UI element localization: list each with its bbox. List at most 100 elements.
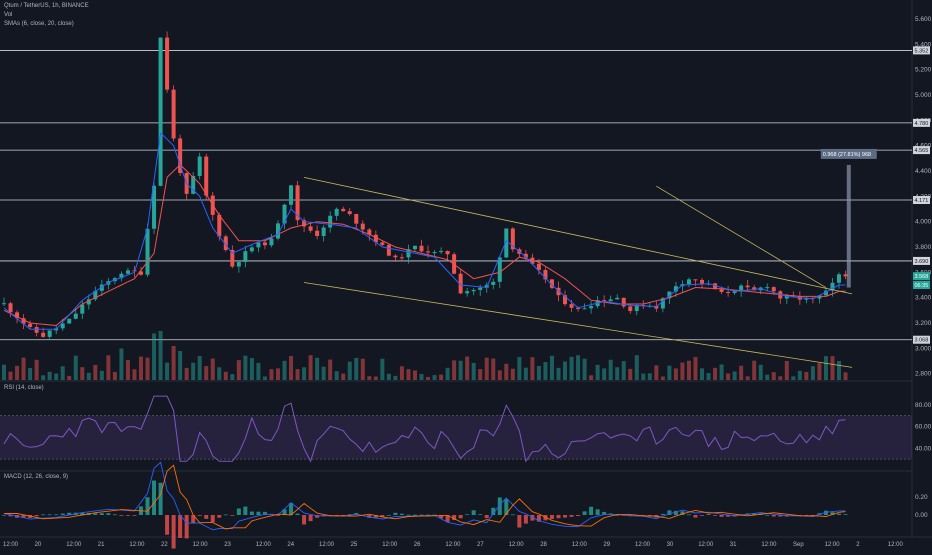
macd-histogram-bar (8, 515, 13, 517)
volume-bar (73, 355, 78, 380)
volume-bar (484, 357, 489, 380)
rsi-band (0, 415, 912, 460)
macd-histogram-bar (576, 515, 581, 517)
macd-histogram-bar (210, 515, 215, 523)
volume-bar (732, 371, 737, 380)
candle-body (393, 255, 398, 258)
volume-bar (510, 368, 515, 380)
candle-body (302, 220, 307, 227)
time-tick-label: 12:00 (382, 542, 398, 548)
macd-histogram-bar (693, 515, 698, 518)
rsi-tick-label: 80.00 (915, 402, 932, 409)
candle-body (556, 287, 561, 296)
candle-body (41, 332, 46, 337)
time-tick-label: 21 (98, 542, 105, 548)
candle-body (308, 226, 313, 231)
candle-body (608, 299, 613, 302)
current-price-label: 3.568 (915, 274, 929, 280)
volume-bar (328, 359, 333, 380)
macd-histogram-bar (106, 513, 111, 515)
volume-bar (158, 331, 163, 380)
volume-bar (106, 355, 111, 380)
volume-bar (380, 358, 385, 380)
volume-bar (713, 367, 718, 380)
volume-bar (419, 373, 424, 380)
volume-bar (347, 361, 352, 380)
candle-body (589, 306, 594, 309)
volume-bar (262, 376, 267, 380)
volume-bar (334, 371, 339, 380)
macd-histogram-bar (282, 509, 287, 515)
volume-bar (700, 368, 705, 380)
trendline (656, 185, 827, 288)
macd-histogram-bar (765, 514, 770, 516)
volume-bar (660, 376, 665, 380)
candle-body (249, 247, 254, 252)
time-tick-label: 12:00 (888, 542, 904, 548)
volume-bar (576, 355, 581, 380)
volume-bar (197, 356, 202, 380)
rsi-tick-label: 40.00 (915, 445, 932, 452)
candle-body (315, 230, 320, 236)
candle-body (243, 251, 248, 262)
level-tag-label: 5.352 (915, 48, 929, 54)
candle-body (328, 215, 333, 228)
macd-histogram-bar (399, 513, 404, 515)
candle-body (713, 283, 718, 290)
time-tick-label: 23 (224, 542, 231, 548)
volume-bar (517, 357, 522, 380)
volume-bar (445, 367, 450, 380)
macd-histogram-bar (830, 512, 835, 515)
candle-body (119, 273, 124, 279)
candle-body (471, 289, 476, 292)
volume-bar (145, 357, 150, 380)
macd-histogram-bar (569, 515, 574, 517)
candle-body (28, 323, 33, 328)
price-tick-label: 2.800 (915, 371, 932, 378)
macd-histogram-bar (204, 515, 209, 519)
candle-body (99, 284, 104, 291)
macd-histogram-bar (406, 514, 411, 516)
volume-bar (54, 373, 59, 380)
candle-body (34, 327, 39, 333)
time-tick-label: 12:00 (193, 542, 209, 548)
macd-histogram-bar (497, 497, 502, 515)
candle-body (563, 295, 568, 305)
level-tag-label: 3.690 (915, 259, 929, 265)
sma-slow-line (3, 164, 846, 327)
candle-body (15, 312, 20, 319)
volume-bar (478, 369, 483, 380)
candle-body (354, 214, 359, 224)
volume-bar (628, 368, 633, 380)
macd-histogram-bar (465, 514, 470, 516)
volume-bar (367, 376, 372, 380)
rsi-line (3, 395, 846, 463)
volume-bar (804, 371, 809, 380)
volume-bar (8, 371, 13, 380)
time-tick-label: 22 (161, 542, 168, 548)
volume-bar (530, 357, 535, 380)
volume-bar (771, 372, 776, 380)
macd-histogram-bar (67, 512, 72, 515)
macd-histogram-bar (347, 514, 352, 516)
macd-histogram-bar (563, 515, 568, 518)
candle-body (634, 305, 639, 312)
macd-histogram-bar (713, 515, 718, 516)
macd-histogram-bar (445, 515, 450, 522)
macd-histogram-bar (158, 482, 163, 515)
volume-bar (778, 376, 783, 380)
macd-histogram-bar (778, 515, 783, 517)
price-tick-label: 3.800 (915, 244, 932, 251)
countdown-label: 06:35 (915, 283, 929, 289)
candle-body (47, 330, 52, 337)
time-tick-label: 25 (351, 542, 358, 548)
candle-body (125, 270, 130, 274)
vol-label: Vol (4, 12, 13, 18)
level-tag (913, 46, 930, 55)
candle-body (458, 273, 463, 294)
volume-bar (563, 361, 568, 380)
price-tick-label: 5.000 (915, 92, 932, 99)
